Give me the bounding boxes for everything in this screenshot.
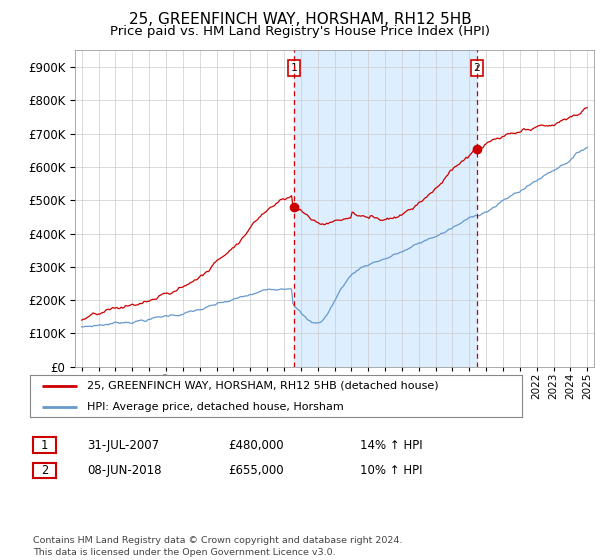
Text: 1: 1 [290,63,297,73]
Text: 25, GREENFINCH WAY, HORSHAM, RH12 5HB: 25, GREENFINCH WAY, HORSHAM, RH12 5HB [128,12,472,27]
Text: 2: 2 [473,63,480,73]
Text: 10% ↑ HPI: 10% ↑ HPI [360,464,422,477]
Text: 14% ↑ HPI: 14% ↑ HPI [360,438,422,452]
Text: 2: 2 [41,464,48,477]
Text: Contains HM Land Registry data © Crown copyright and database right 2024.
This d: Contains HM Land Registry data © Crown c… [33,536,403,557]
Text: 31-JUL-2007: 31-JUL-2007 [87,438,159,452]
Text: 25, GREENFINCH WAY, HORSHAM, RH12 5HB (detached house): 25, GREENFINCH WAY, HORSHAM, RH12 5HB (d… [86,381,438,391]
Text: £655,000: £655,000 [228,464,284,477]
Bar [294,50,477,367]
Text: HPI: Average price, detached house, Horsham: HPI: Average price, detached house, Hors… [86,402,343,412]
Text: £480,000: £480,000 [228,438,284,452]
Text: 1: 1 [41,438,48,452]
Text: 08-JUN-2018: 08-JUN-2018 [87,464,161,477]
Text: Price paid vs. HM Land Registry's House Price Index (HPI): Price paid vs. HM Land Registry's House … [110,25,490,38]
